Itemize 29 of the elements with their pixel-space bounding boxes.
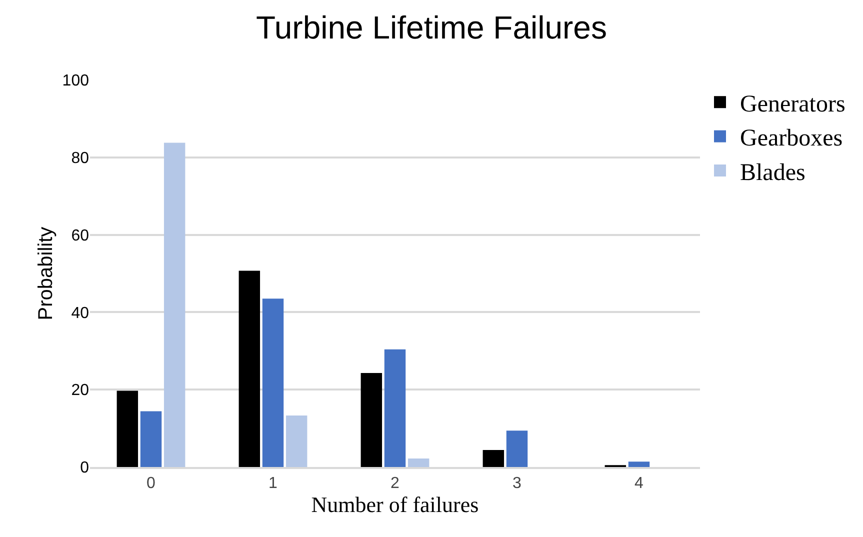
y-tick-label: 100 [62, 72, 90, 90]
legend-label: Gearboxes [740, 126, 843, 152]
bar [164, 142, 186, 467]
bar [506, 430, 528, 467]
y-tick-label: 40 [71, 304, 90, 322]
legend-label: Generators [740, 91, 846, 118]
x-tick-label: 0 [146, 475, 156, 492]
bar [408, 458, 430, 467]
y-tick-label: 60 [71, 227, 90, 244]
x-tick-label: 2 [390, 475, 400, 492]
x-tick-label: 4 [634, 475, 644, 492]
bar [628, 462, 650, 467]
bar [238, 270, 260, 467]
x-tick-label: 1 [268, 475, 278, 492]
bar [286, 416, 308, 467]
y-tick-label: 0 [80, 460, 90, 477]
y-tick-label: 20 [71, 382, 90, 400]
bar [140, 411, 162, 467]
bar [384, 349, 406, 467]
bar [262, 298, 284, 467]
bar [360, 372, 382, 467]
y-tick-label: 80 [71, 150, 90, 167]
x-axis-title: Number of failures [311, 492, 479, 518]
bar [482, 450, 504, 467]
chart-title: Turbine Lifetime Failures [256, 10, 607, 46]
x-tick-label: 3 [512, 475, 522, 492]
y-axis-title: Probability [34, 226, 57, 320]
bar [116, 390, 138, 467]
legend-label: Blades [740, 160, 806, 186]
